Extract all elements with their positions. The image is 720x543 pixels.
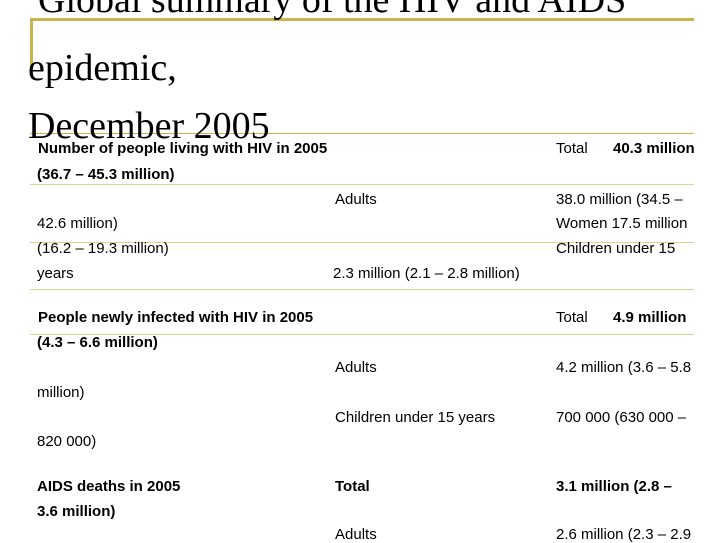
decorative-horizontal-line xyxy=(30,18,694,21)
living-children-label: Children under 15 xyxy=(556,240,676,257)
decorative-horizontal-line xyxy=(30,133,694,134)
decorative-horizontal-line xyxy=(30,242,694,243)
deaths-adults-value: 2.6 million (2.3 – 2.9 xyxy=(556,526,692,543)
living-adults-value-cont: 42.6 million) xyxy=(37,215,118,232)
infected-total-label: Total xyxy=(556,309,588,326)
infected-children-value-cont: 820 000) xyxy=(37,433,97,450)
infected-children-label: Children under 15 years xyxy=(335,409,496,426)
living-heading: Number of people living with HIV in 2005 xyxy=(38,140,328,157)
living-women-value: Women 17.5 million xyxy=(556,215,688,232)
living-total-value: 40.3 million xyxy=(613,140,695,157)
decorative-horizontal-line xyxy=(30,289,694,290)
infected-adults-value-cont: million) xyxy=(37,384,85,401)
living-children-value: 2.3 million (2.1 – 2.8 million) xyxy=(333,265,520,282)
infected-adults-label: Adults xyxy=(335,359,377,376)
deaths-total-value: 3.1 million (2.8 – xyxy=(556,478,672,495)
living-adults-value: 38.0 million (34.5 – xyxy=(556,191,683,208)
deaths-heading: AIDS deaths in 2005 xyxy=(37,478,181,495)
infected-total-value: 4.9 million xyxy=(613,309,687,326)
infected-heading: People newly infected with HIV in 2005 xyxy=(38,309,314,326)
living-adults-label: Adults xyxy=(335,191,377,208)
living-total-label: Total xyxy=(556,140,588,157)
living-women-range: (16.2 – 19.3 million) xyxy=(37,240,169,257)
deaths-total-label: Total xyxy=(335,478,370,495)
living-total-range: (36.7 – 45.3 million) xyxy=(37,166,175,183)
infected-children-value: 700 000 (630 000 – xyxy=(556,409,687,426)
slide-title-line-2: epidemic, xyxy=(28,47,177,89)
slide-title-line-3: December 2005 xyxy=(28,105,270,147)
decorative-vertical-line xyxy=(30,18,33,68)
decorative-horizontal-line xyxy=(30,334,694,335)
infected-adults-value: 4.2 million (3.6 – 5.8 xyxy=(556,359,692,376)
deaths-adults-label: Adults xyxy=(335,526,377,543)
decorative-horizontal-line xyxy=(30,184,694,185)
living-children-label-cont: years xyxy=(37,265,74,282)
deaths-total-value-cont: 3.6 million) xyxy=(37,503,116,520)
infected-total-range: (4.3 – 6.6 million) xyxy=(37,334,158,351)
slide-title-line-1: Global summary of the HIV and AIDS xyxy=(38,0,627,21)
